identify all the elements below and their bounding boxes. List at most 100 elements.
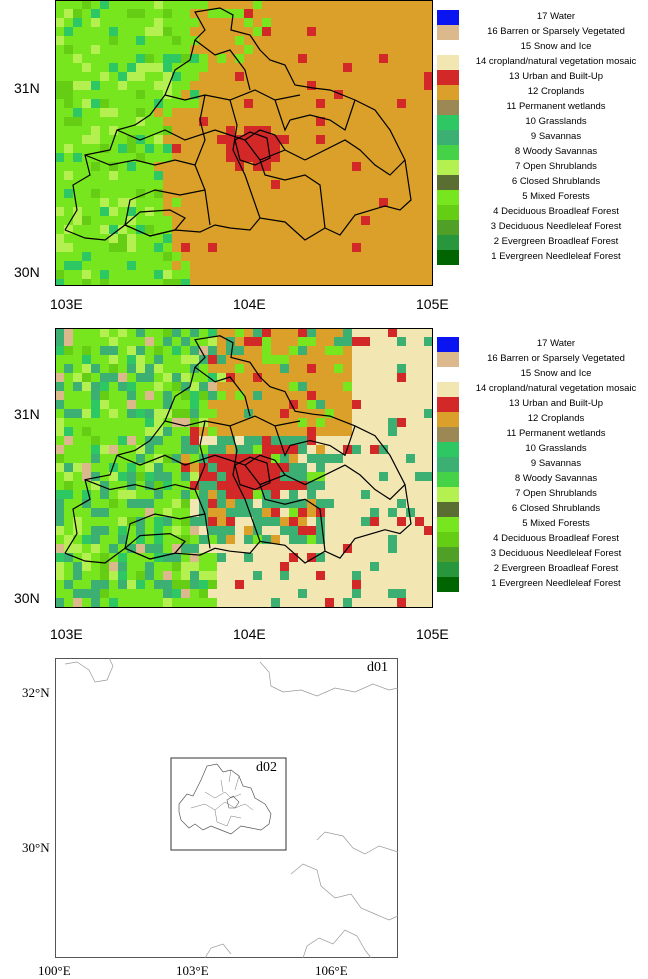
legend-item-15: 15 Snow and Ice [437, 40, 647, 55]
legend-swatch [437, 130, 459, 145]
model-domain-map [55, 658, 398, 958]
legend-swatch [437, 40, 459, 55]
y-tick-31n: 31N [14, 80, 40, 96]
y-tick-30n: 30N [14, 264, 40, 280]
legend-swatch [437, 367, 459, 382]
legend-swatch [437, 427, 459, 442]
legend-swatch [437, 100, 459, 115]
legend-swatch [437, 517, 459, 532]
legend-item-4: 4 Deciduous Broadleaf Forest [437, 205, 647, 220]
legend-label: 10 Grasslands [525, 116, 587, 127]
legend-item-3: 3 Deciduous Needleleaf Forest [437, 220, 647, 235]
x-tick-106e: 106°E [315, 963, 348, 978]
x-tick-103e: 103E [50, 296, 83, 312]
domain-d01-label: d01 [367, 660, 388, 675]
legend-swatch [437, 160, 459, 175]
legend-item-14: 14 cropland/natural vegetation mosaic [437, 55, 647, 70]
legend-swatch [437, 250, 459, 265]
legend-item-1: 1 Evergreen Needleleaf Forest [437, 577, 647, 592]
land-use-legend-2: 17 Water 16 Barren or Sparsely Vegetated 1… [437, 337, 647, 597]
legend-swatch [437, 472, 459, 487]
legend-label: 14 cropland/natural vegetation mosaic [475, 383, 637, 394]
legend-item-14: 14 cropland/natural vegetation mosaic [437, 382, 647, 397]
legend-label: 5 Mixed Forests [522, 518, 590, 529]
legend-swatch [437, 532, 459, 547]
legend-label: 2 Evergreen Broadleaf Forest [493, 236, 619, 247]
legend-swatch [437, 337, 459, 352]
land-use-legend-1: 17 Water 16 Barren or Sparsely Vegetated 1… [437, 10, 647, 270]
legend-swatch [437, 10, 459, 25]
legend-swatch [437, 55, 459, 70]
legend-swatch [437, 352, 459, 367]
legend-item-5: 5 Mixed Forests [437, 517, 647, 532]
legend-swatch [437, 442, 459, 457]
x-tick-104e: 104E [233, 626, 266, 642]
legend-swatch [437, 175, 459, 190]
legend-item-15: 15 Snow and Ice [437, 367, 647, 382]
legend-item-10: 10 Grasslands [437, 115, 647, 130]
legend-label: 13 Urban and Built-Up [509, 71, 603, 82]
admin-boundaries [64, 335, 412, 564]
legend-label: 6 Closed Shrublands [511, 503, 601, 514]
legend-label: 15 Snow and Ice [520, 368, 592, 379]
legend-label: 15 Snow and Ice [520, 41, 592, 52]
legend-item-13: 13 Urban and Built-Up [437, 397, 647, 412]
legend-item-4: 4 Deciduous Broadleaf Forest [437, 532, 647, 547]
legend-swatch [437, 562, 459, 577]
legend-label: 1 Evergreen Needleleaf Forest [491, 578, 621, 589]
map-frame [55, 328, 433, 608]
legend-label: 11 Permanent wetlands [506, 428, 606, 439]
legend-label: 4 Deciduous Broadleaf Forest [493, 206, 619, 217]
domain-d02-label: d02 [256, 760, 277, 775]
legend-swatch [437, 382, 459, 397]
y-tick-30n: 30°N [22, 840, 50, 855]
map-frame [55, 0, 433, 286]
legend-item-17: 17 Water [437, 10, 647, 25]
legend-item-10: 10 Grasslands [437, 442, 647, 457]
legend-swatch [437, 457, 459, 472]
legend-swatch [437, 190, 459, 205]
legend-item-16: 16 Barren or Sparsely Vegetated [437, 25, 647, 40]
legend-item-7: 7 Open Shrublands [437, 160, 647, 175]
x-tick-103e: 103°E [176, 963, 209, 978]
land-use-map-1 [55, 0, 433, 286]
legend-item-12: 12 Croplands [437, 85, 647, 100]
domain-map-panel: d01 d02 32°N 30°N 100°E 103°E 106°E [0, 640, 648, 979]
legend-label: 9 Savannas [530, 131, 582, 142]
legend-item-6: 6 Closed Shrublands [437, 175, 647, 190]
legend-label: 7 Open Shrublands [515, 161, 597, 172]
legend-swatch [437, 547, 459, 562]
legend-label: 17 Water [536, 338, 576, 349]
legend-item-2: 2 Evergreen Broadleaf Forest [437, 562, 647, 577]
legend-swatch [437, 70, 459, 85]
legend-label: 11 Permanent wetlands [506, 101, 606, 112]
legend-item-16: 16 Barren or Sparsely Vegetated [437, 352, 647, 367]
legend-swatch [437, 85, 459, 100]
legend-label: 8 Woody Savannas [514, 473, 598, 484]
legend-label: 6 Closed Shrublands [511, 176, 601, 187]
legend-label: 3 Deciduous Needleleaf Forest [490, 221, 622, 232]
legend-label: 9 Savannas [530, 458, 582, 469]
legend-swatch [437, 502, 459, 517]
legend-label: 5 Mixed Forests [522, 191, 590, 202]
legend-item-17: 17 Water [437, 337, 647, 352]
legend-label: 16 Barren or Sparsely Vegetated [487, 353, 625, 364]
legend-item-13: 13 Urban and Built-Up [437, 70, 647, 85]
legend-item-2: 2 Evergreen Broadleaf Forest [437, 235, 647, 250]
legend-item-11: 11 Permanent wetlands [437, 100, 647, 115]
legend-swatch [437, 235, 459, 250]
x-tick-100e: 100°E [38, 963, 71, 978]
y-tick-30n: 30N [14, 590, 40, 606]
legend-item-9: 9 Savannas [437, 457, 647, 472]
land-use-grid [55, 328, 433, 608]
legend-label: 12 Croplands [527, 86, 585, 97]
legend-label: 17 Water [536, 11, 576, 22]
x-tick-103e: 103E [50, 626, 83, 642]
admin-boundaries [64, 7, 412, 241]
legend-item-12: 12 Croplands [437, 412, 647, 427]
legend-label: 1 Evergreen Needleleaf Forest [491, 251, 621, 262]
legend-item-3: 3 Deciduous Needleleaf Forest [437, 547, 647, 562]
legend-item-9: 9 Savannas [437, 130, 647, 145]
x-tick-105e: 105E [416, 296, 449, 312]
legend-swatch [437, 577, 459, 592]
